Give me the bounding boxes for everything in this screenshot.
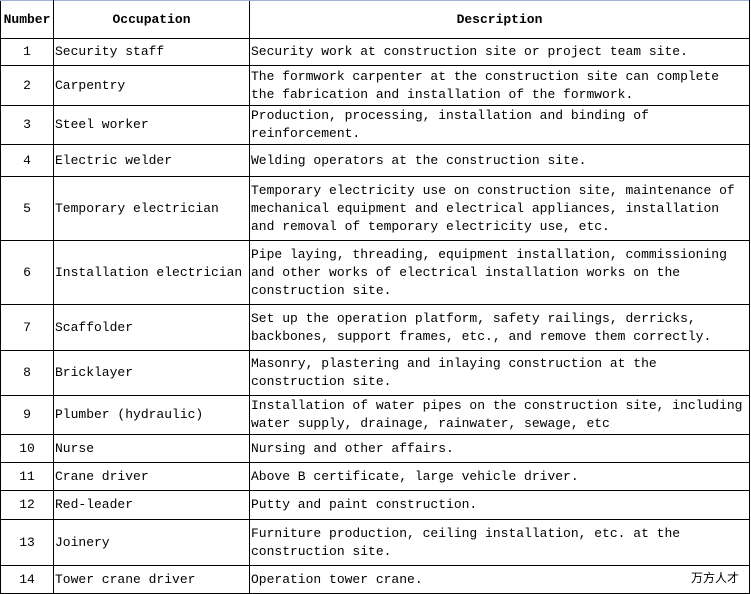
row-number: 11 bbox=[0, 462, 54, 491]
table-row: 4 Electric welder Welding operators at the… bbox=[0, 144, 750, 177]
row-description: Above B certificate, large vehicle drive… bbox=[249, 462, 750, 491]
row-occupation: Joinery bbox=[53, 519, 250, 566]
row-occupation: Carpentry bbox=[53, 65, 250, 106]
row-number: 12 bbox=[0, 490, 54, 520]
row-description: Temporary electricity use on constructio… bbox=[249, 176, 750, 241]
row-description: Production, processing, installation and… bbox=[249, 105, 750, 145]
table-row: 5 Temporary electrician Temporary electric… bbox=[0, 176, 750, 241]
row-number: 3 bbox=[0, 105, 54, 145]
row-description: Furniture production, ceiling installati… bbox=[249, 519, 750, 566]
table-row: 11 Crane driver Above B certificate, large… bbox=[0, 462, 750, 491]
header-occupation: Occupation bbox=[53, 0, 250, 39]
watermark: 万方人才 bbox=[690, 571, 739, 585]
table-row: 7 Scaffolder Set up the operation platform… bbox=[0, 304, 750, 351]
header-description: Description bbox=[249, 0, 750, 39]
row-description: Set up the operation platform, safety ra… bbox=[249, 304, 750, 351]
row-description: The formwork carpenter at the constructi… bbox=[249, 65, 750, 106]
row-occupation: Installation electrician bbox=[53, 240, 250, 305]
row-number: 7 bbox=[0, 304, 54, 351]
row-number: 5 bbox=[0, 176, 54, 241]
row-description: Installation of water pipes on the const… bbox=[249, 395, 750, 435]
table-row: 6 Installation electrician Pipe laying, th… bbox=[0, 240, 750, 305]
row-number: 1 bbox=[0, 38, 54, 66]
row-occupation: Security staff bbox=[53, 38, 250, 66]
row-occupation: Bricklayer bbox=[53, 350, 250, 396]
row-description: Welding operators at the construction si… bbox=[249, 144, 750, 177]
row-number: 2 bbox=[0, 65, 54, 106]
row-number: 4 bbox=[0, 144, 54, 177]
row-description: Operation tower crane. bbox=[249, 565, 750, 594]
row-occupation: Electric welder bbox=[53, 144, 250, 177]
row-occupation: Nurse bbox=[53, 434, 250, 463]
table-row: 2 Carpentry The formwork carpenter at the … bbox=[0, 65, 750, 106]
row-occupation: Steel worker bbox=[53, 105, 250, 145]
table-row: 8 Bricklayer Masonry, plastering and inlay… bbox=[0, 350, 750, 396]
row-occupation: Crane driver bbox=[53, 462, 250, 491]
row-description: Masonry, plastering and inlaying constru… bbox=[249, 350, 750, 396]
table-row: 12 Red-leader Putty and paint construction… bbox=[0, 490, 750, 520]
table-row: 10 Nurse Nursing and other affairs. bbox=[0, 434, 750, 463]
row-occupation: Tower crane driver bbox=[53, 565, 250, 594]
row-occupation: Red-leader bbox=[53, 490, 250, 520]
header-number: Number bbox=[0, 0, 54, 39]
row-description: Putty and paint construction. bbox=[249, 490, 750, 520]
table-row: 14 Tower crane driver Operation tower cran… bbox=[0, 565, 750, 594]
row-number: 6 bbox=[0, 240, 54, 305]
row-occupation: Plumber (hydraulic) bbox=[53, 395, 250, 435]
table-row: 9 Plumber (hydraulic) Installation of wate… bbox=[0, 395, 750, 435]
table-row: 3 Steel worker Production, processing, ins… bbox=[0, 105, 750, 145]
row-description: Nursing and other affairs. bbox=[249, 434, 750, 463]
header-row: Number Occupation Description bbox=[0, 0, 750, 39]
row-description: Pipe laying, threading, equipment instal… bbox=[249, 240, 750, 305]
row-number: 14 bbox=[0, 565, 54, 594]
table-row: 1 Security staff Security work at construc… bbox=[0, 38, 750, 66]
row-description: Security work at construction site or pr… bbox=[249, 38, 750, 66]
table-row: 13 Joinery Furniture production, ceiling i… bbox=[0, 519, 750, 566]
row-number: 8 bbox=[0, 350, 54, 396]
row-occupation: Scaffolder bbox=[53, 304, 250, 351]
row-number: 13 bbox=[0, 519, 54, 566]
row-number: 9 bbox=[0, 395, 54, 435]
row-number: 10 bbox=[0, 434, 54, 463]
row-occupation: Temporary electrician bbox=[53, 176, 250, 241]
